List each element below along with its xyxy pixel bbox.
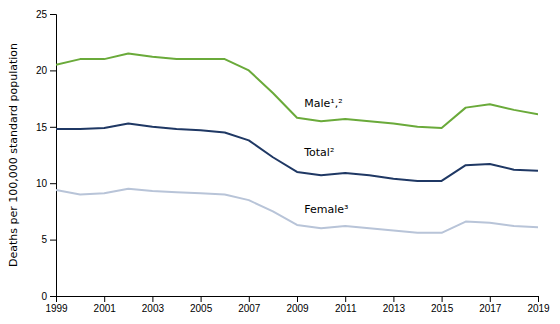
x-tick-label: 2011 (335, 303, 357, 314)
y-tick-label: 25 (36, 9, 48, 20)
annotation: Total² (303, 146, 334, 159)
y-tick-label: 20 (36, 65, 48, 76)
y-tick: 20 (36, 65, 56, 76)
x-tick: 2001 (94, 296, 117, 314)
y-tick-label: 10 (36, 178, 48, 189)
x-tick: 2007 (238, 296, 261, 314)
y-axis: 0 5 10 15 20 25 (36, 9, 57, 302)
series-line (56, 53, 538, 127)
x-tick: 2009 (286, 296, 309, 314)
x-tick-mark (442, 296, 443, 302)
x-tick: 2017 (479, 296, 502, 314)
x-tick-label: 2001 (94, 303, 117, 314)
y-tick: 0 (41, 291, 56, 302)
y-tick-mark (50, 127, 56, 128)
lines (56, 53, 538, 232)
annotation: Male¹,² (304, 97, 342, 110)
y-tick: 25 (36, 9, 56, 20)
y-tick-mark (50, 240, 56, 241)
y-tick: 5 (41, 234, 56, 245)
y-tick-mark (50, 183, 56, 184)
plot-area: 1999200120032005200720092011201320152017… (36, 9, 550, 314)
x-tick-mark (490, 296, 491, 302)
x-tick: 2019 (527, 296, 550, 314)
series-line (56, 123, 538, 181)
y-tick: 15 (36, 122, 56, 133)
x-tick-label: 2019 (527, 303, 550, 314)
annotation: Female³ (304, 203, 348, 216)
x-tick-label: 2015 (431, 303, 454, 314)
x-tick-label: 2009 (286, 303, 309, 314)
y-tick-mark (50, 70, 56, 71)
x-tick-label: 1999 (45, 303, 68, 314)
x-axis-line (57, 297, 539, 303)
x-tick: 2015 (431, 296, 454, 314)
x-tick: 2003 (142, 296, 165, 314)
y-tick-label: 15 (36, 122, 48, 133)
y-axis-line (50, 15, 57, 297)
chart: 1999200120032005200720092011201320152017… (0, 0, 560, 324)
x-tick: 1999 (45, 296, 68, 314)
series-line (56, 189, 538, 233)
y-axis-title: Deaths per 100,000 standard population (7, 43, 20, 267)
x-tick: 2011 (335, 296, 357, 314)
x-tick-label: 2017 (479, 303, 502, 314)
x-tick-mark (249, 296, 250, 302)
y-tick-label: 0 (41, 291, 47, 302)
x-tick-mark (201, 296, 202, 302)
x-tick-mark (152, 296, 153, 302)
y-tick: 10 (36, 178, 56, 189)
x-tick-mark (104, 296, 105, 302)
annotations: Male¹,² Total² Female³ (303, 97, 348, 216)
x-tick-mark (297, 296, 298, 302)
x-tick: 2005 (190, 296, 213, 314)
x-tick-label: 2003 (142, 303, 165, 314)
x-tick-label: 2007 (238, 303, 261, 314)
y-tick-mark (50, 296, 56, 297)
x-tick-label: 2013 (383, 303, 406, 314)
x-tick-mark (538, 296, 539, 302)
x-tick-mark (393, 296, 394, 302)
x-tick-label: 2005 (190, 303, 213, 314)
x-tick: 2013 (383, 296, 406, 314)
x-axis: 1999 2001 2003 2005 2007 2009 2011 2013 2015 2017… (45, 296, 550, 314)
y-tick-label: 5 (41, 234, 47, 245)
y-tick-mark (50, 14, 56, 15)
x-tick-mark (345, 296, 346, 302)
